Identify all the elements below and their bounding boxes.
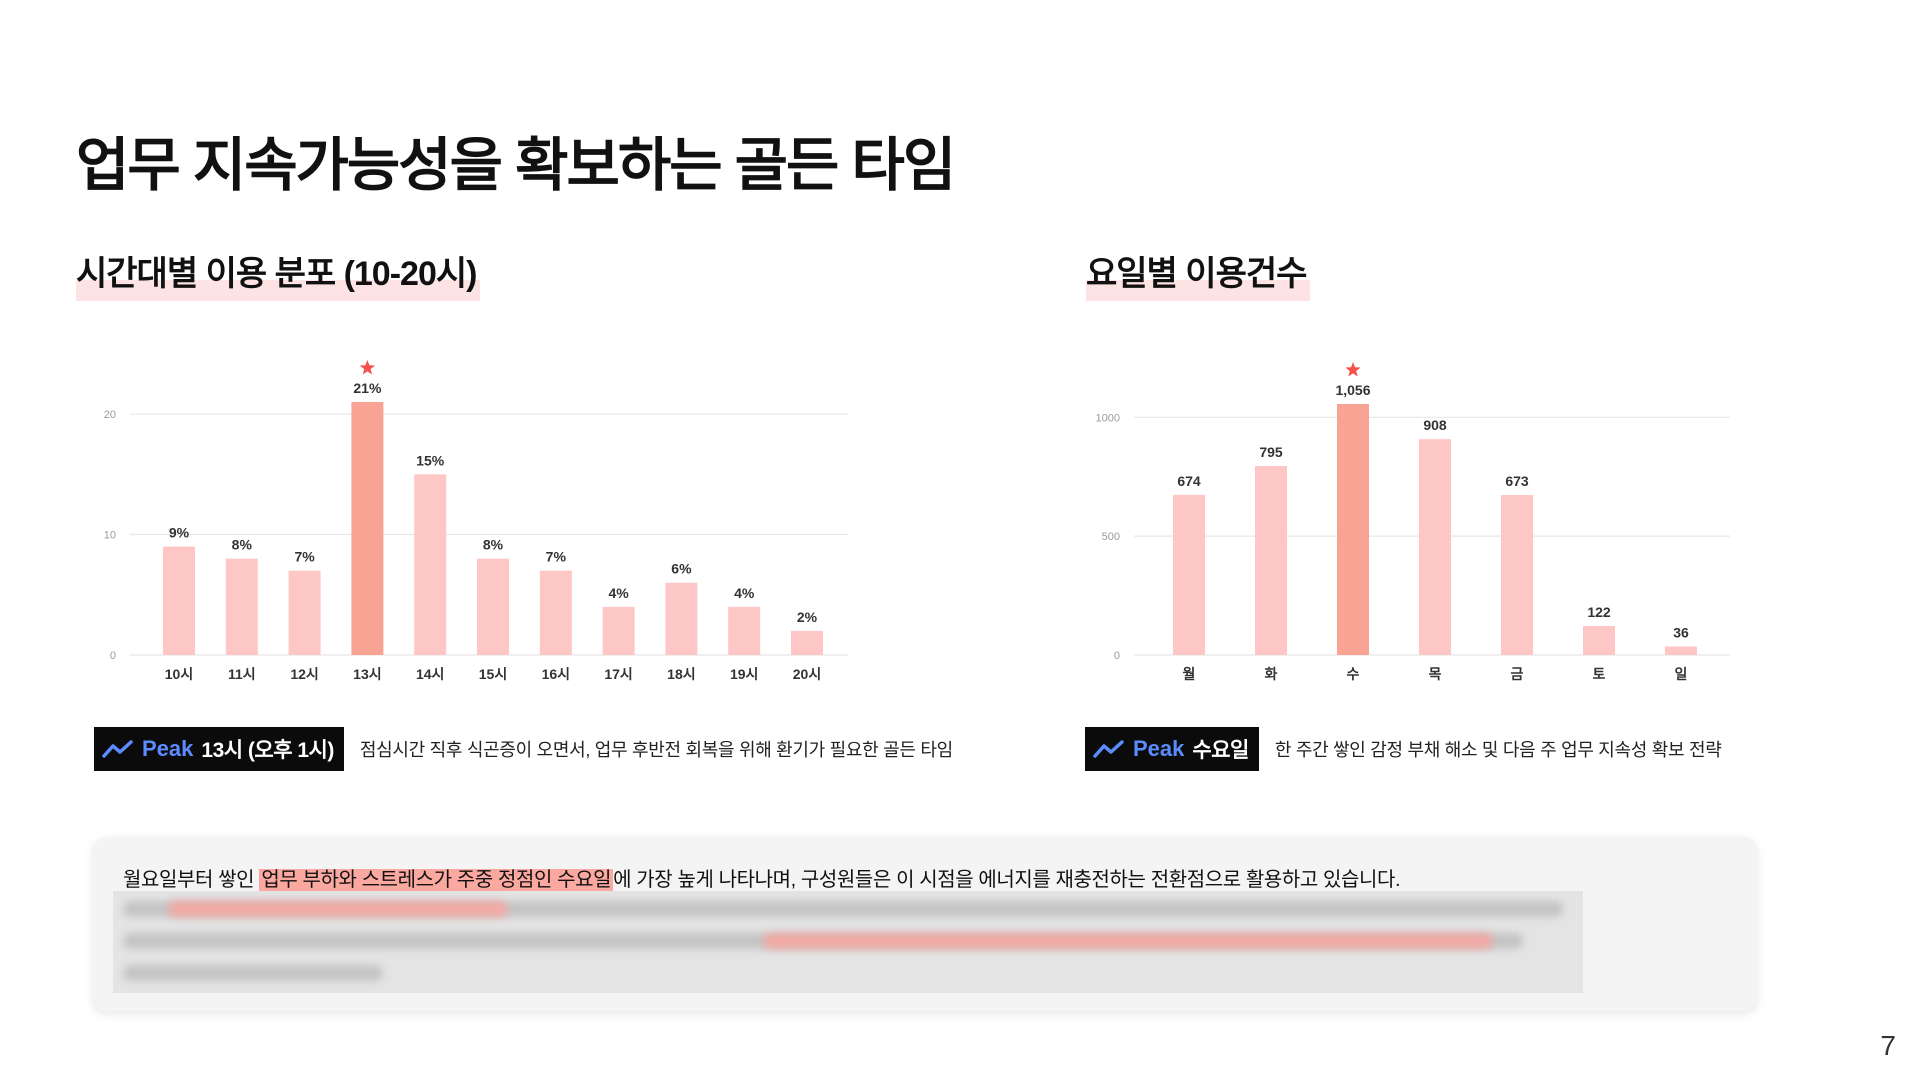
x-tick-label: 12시: [290, 666, 318, 682]
blurred-highlight: [168, 901, 508, 917]
data-label: 908: [1423, 417, 1447, 433]
bar: [1419, 439, 1451, 655]
peak-badge: Peak 수요일: [1085, 727, 1259, 771]
summary-text: 월요일부터 쌓인 업무 부하와 스트레스가 주중 정점인 수요일 에 가장 높게 …: [123, 863, 1401, 892]
data-label: 7%: [294, 549, 315, 565]
data-label: 21%: [353, 380, 382, 396]
page-number: 7: [1880, 1030, 1896, 1061]
bar: [602, 606, 635, 655]
bar: [163, 546, 195, 655]
data-label: 6%: [671, 561, 692, 577]
hourly-peak-callout: Peak 13시 (오후 1시) 점심시간 직후 식곤증이 오면서, 업무 후반…: [94, 727, 953, 771]
data-label: 4%: [608, 585, 629, 601]
x-tick-label: 17시: [604, 666, 632, 682]
data-label: 36: [1673, 624, 1689, 640]
x-tick-label: 금: [1511, 666, 1524, 682]
hourly-usage-bar-chart: 0 10 20 9% 10시 8% 11시 7% 12시 21% 13시 15% 14시 8% 15시 7% 1…: [104, 360, 848, 682]
summary-text-after: 에 가장 높게 나타나며, 구성원들은 이 시점을 에너지를 재충전하는 전환점…: [613, 869, 1401, 891]
y-tick-label: 1000: [1096, 412, 1120, 424]
weekday-usage-bar-chart: 0 500 1000 674 월 795 화 1,056 수 908 목 673 금 122 토 36 일: [1096, 362, 1730, 682]
x-tick-label: 수: [1347, 666, 1360, 682]
data-label: 9%: [169, 525, 190, 541]
x-tick-label: 일: [1675, 666, 1688, 682]
summary-box: 월요일부터 쌓인 업무 부하와 스트레스가 주중 정점인 수요일 에 가장 높게 …: [93, 837, 1757, 1011]
data-label: 674: [1177, 473, 1201, 489]
star-icon: [359, 360, 375, 375]
y-tick-label: 0: [110, 650, 116, 662]
blurred-line: [123, 965, 383, 981]
bar: [1501, 495, 1533, 655]
weekday-peak-callout: Peak 수요일 한 주간 쌓인 감정 부채 해소 및 다음 주 업무 지속성 …: [1085, 727, 1722, 771]
y-tick-label: 500: [1102, 531, 1120, 543]
hourly-chart-title: 시간대별 이용 분포 (10-20시): [76, 246, 481, 301]
bar: [728, 606, 761, 655]
peak-value: 13시 (오후 1시): [201, 739, 334, 762]
page-title: 업무 지속가능성을 확보하는 골든 타임: [76, 133, 956, 198]
bar: [288, 570, 321, 655]
x-tick-label: 목: [1429, 666, 1442, 682]
data-label: 1,056: [1335, 382, 1370, 398]
x-tick-label: 10시: [165, 666, 193, 682]
trend-up-icon: [102, 740, 133, 758]
bar: [225, 558, 258, 655]
bar: [1255, 466, 1287, 655]
peak-value: 수요일: [1192, 739, 1249, 762]
peak-description: 한 주간 쌓인 감정 부채 해소 및 다음 주 업무 지속성 확보 전략: [1274, 740, 1722, 760]
x-tick-label: 14시: [416, 666, 444, 682]
blurred-text-block: [113, 891, 1583, 993]
bar: [665, 582, 698, 655]
peak-label: Peak: [1133, 736, 1185, 761]
blurred-highlight: [763, 933, 1493, 949]
x-tick-label: 13시: [353, 666, 381, 682]
y-tick-label: 10: [104, 530, 116, 542]
peak-description: 점심시간 직후 식곤증이 오면서, 업무 후반전 회복을 위해 환기가 필요한 …: [359, 740, 953, 760]
trend-up-icon: [1093, 740, 1124, 758]
bar: [1337, 404, 1369, 655]
data-label: 2%: [797, 609, 818, 625]
peak-badge: Peak 13시 (오후 1시): [94, 727, 344, 771]
data-label: 7%: [546, 549, 567, 565]
data-label: 673: [1505, 473, 1529, 489]
x-tick-label: 토: [1593, 666, 1606, 682]
x-tick-label: 화: [1265, 666, 1278, 682]
y-tick-label: 20: [104, 409, 116, 421]
x-tick-label: 18시: [667, 666, 695, 682]
bar: [1665, 646, 1697, 655]
x-tick-label: 19시: [730, 666, 758, 682]
data-label: 15%: [416, 452, 445, 468]
peak-label: Peak: [142, 736, 194, 761]
bar: [1583, 626, 1615, 655]
summary-text-before: 월요일부터 쌓인: [123, 869, 260, 891]
bar: [414, 474, 447, 655]
data-label: 795: [1259, 444, 1283, 460]
bar: [791, 630, 823, 655]
x-tick-label: 11시: [228, 666, 256, 682]
data-label: 8%: [483, 537, 504, 553]
x-tick-label: 월: [1183, 666, 1196, 682]
x-tick-label: 15시: [479, 666, 507, 682]
data-label: 122: [1587, 604, 1611, 620]
summary-highlight: 업무 부하와 스트레스가 주중 정점인 수요일: [259, 869, 614, 891]
star-icon: [1345, 362, 1361, 377]
bar: [351, 402, 384, 655]
bar: [539, 570, 572, 655]
x-tick-label: 16시: [542, 666, 570, 682]
y-tick-label: 0: [1114, 650, 1120, 662]
bar: [1173, 494, 1205, 655]
weekday-chart-title: 요일별 이용건수: [1086, 246, 1311, 301]
bar: [477, 558, 509, 655]
data-label: 8%: [232, 537, 253, 553]
x-tick-label: 20시: [793, 666, 821, 682]
data-label: 4%: [734, 585, 755, 601]
